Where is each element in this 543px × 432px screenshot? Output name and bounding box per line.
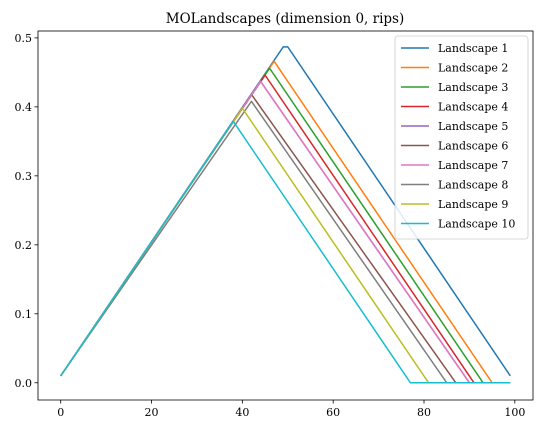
legend-label-1: Landscape 1 (438, 42, 508, 55)
y-tick-label-5: 0.5 (15, 32, 33, 45)
legend-label-2: Landscape 2 (438, 62, 508, 75)
x-tick-label-40: 40 (235, 406, 249, 419)
legend-label-10: Landscape 10 (438, 218, 515, 231)
x-tick-label-100: 100 (504, 406, 525, 419)
legend-label-9: Landscape 9 (438, 198, 508, 211)
legend-label-8: Landscape 8 (438, 179, 508, 192)
x-tick-label-20: 20 (145, 406, 159, 419)
series-lines (60, 46, 511, 384)
axes-frame (37, 30, 534, 401)
chart-title: MOLandscapes (dimension 0, rips) (166, 11, 404, 27)
legend-label-3: Landscape 3 (438, 81, 508, 94)
legend-label-5: Landscape 5 (438, 120, 508, 133)
axes: 0 20 40 60 80 100 0.0 0.1 0.2 0.3 0.4 0.5 (15, 30, 534, 419)
legend-label-4: Landscape 4 (438, 101, 508, 114)
y-tick-label-2: 0.2 (15, 239, 33, 252)
y-tick-label-4: 0.4 (15, 101, 33, 114)
y-tick-label-1: 0.1 (15, 308, 33, 321)
x-tick-label-60: 60 (326, 406, 340, 419)
legend-label-6: Landscape 6 (438, 140, 508, 153)
legend-label-7: Landscape 7 (438, 159, 508, 172)
y-tick-label-0: 0.0 (15, 377, 33, 390)
y-tick-label-3: 0.3 (15, 170, 33, 183)
x-tick-label-0: 0 (57, 406, 64, 419)
x-tick-label-80: 80 (417, 406, 431, 419)
series-line-10 (60, 120, 511, 384)
legend: Landscape 1 Landscape 2 Landscape 3 Landsca… (394, 35, 529, 240)
